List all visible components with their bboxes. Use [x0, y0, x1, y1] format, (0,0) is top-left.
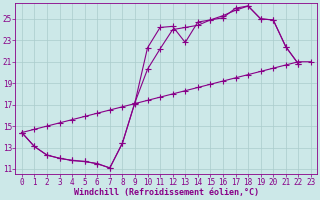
- X-axis label: Windchill (Refroidissement éolien,°C): Windchill (Refroidissement éolien,°C): [74, 188, 259, 197]
